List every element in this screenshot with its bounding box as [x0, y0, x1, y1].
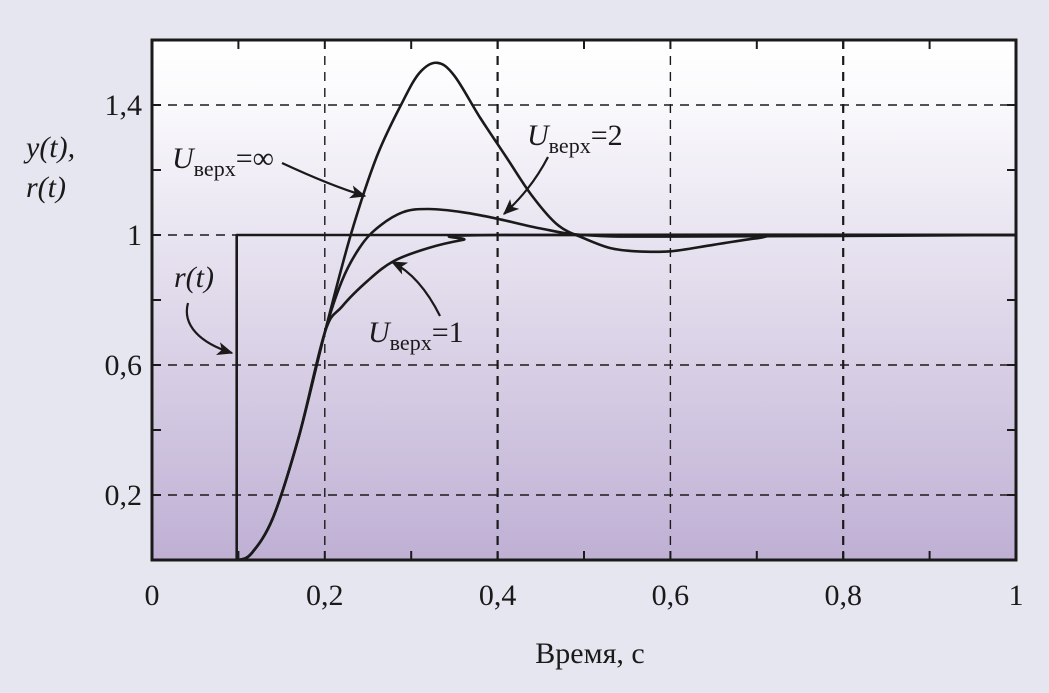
series: [152, 61, 1017, 562]
annotation-u-1-sub: верх: [390, 330, 432, 355]
y-axis-title-line2: r(t): [26, 171, 66, 204]
x-tick-label: 0,8: [824, 579, 862, 612]
series-u-1: [237, 233, 1017, 562]
annotation-u-inf: Uверх=∞: [172, 142, 274, 181]
annotation-u-inf-main: U: [172, 142, 196, 175]
plot-background: [152, 40, 1016, 560]
annotation-u-1-arrow: [390, 261, 441, 317]
annotation-u-inf-tail: =∞: [236, 142, 274, 175]
annotation-r-t: r(t): [174, 261, 214, 294]
annotation-u-2-arrow: [503, 156, 549, 215]
x-axis-title: Время, с: [535, 637, 644, 670]
annotation-u-2-sub: верх: [549, 133, 591, 158]
x-tick-label: 0,4: [479, 579, 517, 612]
x-tick-label: 1: [1009, 579, 1024, 612]
x-tick-label: 0: [145, 579, 160, 612]
y-tick-label: 1,4: [105, 89, 143, 122]
y-tick-label: 0,2: [105, 479, 143, 512]
ticks: 0 0,2 0,4 0,6 0,8 1 0,2 0,6 1 1,4: [105, 40, 1024, 612]
annotation-u-2: Uверх=2: [527, 119, 623, 158]
annotation-u-1-tail: =1: [432, 316, 464, 349]
annotation-u-1: Uверх=1: [368, 316, 464, 355]
annotation-u-2-main: U: [527, 119, 551, 152]
x-tick-label: 0,2: [306, 579, 344, 612]
y-tick-label: 0,6: [105, 349, 143, 382]
annotation-u-inf-sub: верх: [194, 156, 236, 181]
annotation-u-2-tail: =2: [591, 119, 623, 152]
annotation-u-1-main: U: [368, 316, 392, 349]
y-axis-title-line1: y(t),: [23, 131, 75, 164]
annotation-u-inf-arrow: [281, 162, 367, 199]
y-tick-label: 1: [127, 219, 142, 252]
x-tick-label: 0,6: [652, 579, 690, 612]
annotation-r-t-arrow: [185, 302, 234, 355]
